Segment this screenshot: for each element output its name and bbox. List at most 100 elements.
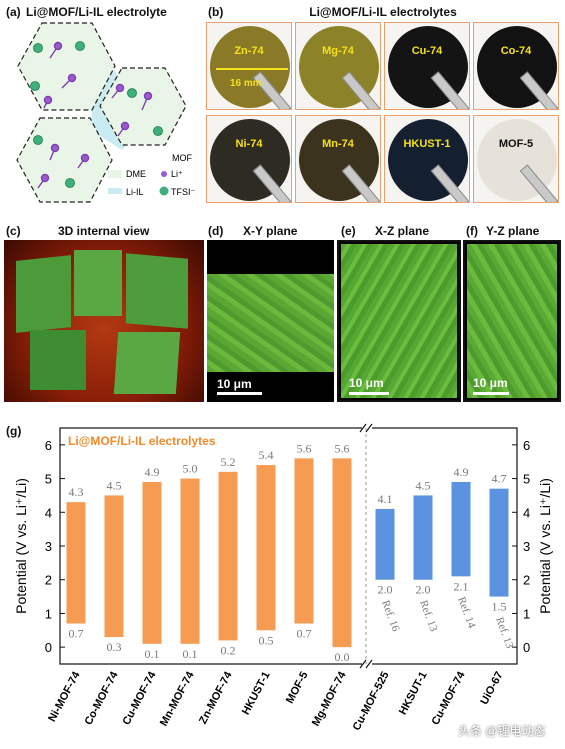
bar-low-label: 2.0 <box>416 583 431 597</box>
bar-cu-mof-74 <box>142 481 162 644</box>
xz-slice <box>341 244 457 398</box>
bar-high-label: 5.4 <box>259 448 274 462</box>
cube-face <box>126 253 188 329</box>
bar-high-label: 5.6 <box>335 441 350 455</box>
x-category-label: Cu-MOF-74 <box>430 669 469 727</box>
x-category-label: HKSUT-1 <box>397 670 430 717</box>
disc-label: Co-74 <box>500 45 532 57</box>
li-il-swatch <box>108 188 122 194</box>
x-category-label: Mn-MOF-74 <box>158 669 197 728</box>
chart-legend-text: Li@MOF/Li-IL electrolytes <box>68 434 216 448</box>
bar-high-label: 4.5 <box>107 478 122 492</box>
disc-label: HKUST-1 <box>403 138 451 150</box>
cube-face <box>30 330 86 390</box>
bar-high-label: 4.1 <box>378 492 393 506</box>
bar-hkust-1 <box>256 465 276 631</box>
xy-slice <box>207 274 334 372</box>
panel-e-title: X-Z plane <box>375 224 430 238</box>
legend-li-il: Li-IL <box>126 187 144 197</box>
bar-low-label: 1.5 <box>492 600 507 614</box>
bar-high-label: 4.9 <box>145 465 160 479</box>
panel-e-label: (e) <box>341 224 356 238</box>
panel-b-title: Li@MOF/Li-IL electrolytes <box>309 5 457 19</box>
disc-tile-mof-5: MOF-5 <box>473 115 559 203</box>
legend-li: Li⁺ <box>171 169 183 179</box>
x-category-label: HKUST-1 <box>240 670 273 717</box>
bar-ni-mof-74 <box>66 502 86 624</box>
panel-a-title: Li@MOF/Li-IL electrolyte <box>26 5 167 19</box>
panel-d-label: (d) <box>208 224 224 238</box>
bar-high-label: 5.2 <box>221 455 236 469</box>
axis-break-mask <box>362 424 372 432</box>
y-tick-label-left: 6 <box>45 438 52 453</box>
panel-g-label: (g) <box>6 424 22 438</box>
axis-break-mark <box>365 659 373 669</box>
legend-mof: MOF <box>172 153 192 163</box>
panel-f-label: (f) <box>466 224 478 238</box>
x-category-label: MOF-5 <box>284 670 311 706</box>
bar-high-label: 4.5 <box>416 478 431 492</box>
potential-window-chart: 0 0 1 1 2 2 3 3 4 4 5 5 6 6 Potential (V vs. Li⁺/Li) Po… <box>13 423 553 733</box>
bar-cu-mof-74 <box>451 481 471 577</box>
axis-break-mark <box>365 423 373 433</box>
disc-tile-mg-74: Mg-74 <box>295 22 381 110</box>
bar-low-label: 0.7 <box>297 627 312 641</box>
disc-label: Mg-74 <box>322 45 354 57</box>
bar-zn-mof-74 <box>218 471 238 641</box>
mof-hexagon <box>17 22 116 111</box>
disc-label: Mn-74 <box>322 138 354 150</box>
tfsi-anions <box>30 41 163 188</box>
bar-mof-5 <box>294 458 314 624</box>
bar-hksut-1 <box>413 495 433 580</box>
xz-scale-label: 10 μm <box>349 376 384 390</box>
bar-low-label: 2.0 <box>378 583 393 597</box>
y-axis-label-left: Potential (V vs. Li⁺/Li) <box>13 478 29 614</box>
yz-scale-label: 10 μm <box>473 376 508 390</box>
y-tick-label-right: 1 <box>523 606 530 621</box>
y-tick-label-left: 5 <box>45 472 52 487</box>
disc-label: Ni-74 <box>235 138 263 150</box>
bar-ref-label: Ref. 16 <box>379 599 402 634</box>
disc-tile-cu-74: Cu-74 <box>384 22 470 110</box>
y-tick-label-right: 5 <box>523 472 530 487</box>
panel-a-schematic: DME Li-IL Li⁺ TFSI⁻ MOF <box>16 22 195 203</box>
bar-uio-67 <box>489 488 509 597</box>
bar-mn-mof-74 <box>180 478 200 644</box>
bar-cu-mof-525 <box>375 508 395 580</box>
disc-label: Zn-74 <box>234 45 264 57</box>
y-tick-label-right: 0 <box>523 640 530 655</box>
y-tick-label-left: 0 <box>45 640 52 655</box>
x-category-label: Cu-MOF-74 <box>121 669 160 727</box>
bar-low-label: 0.1 <box>145 647 160 661</box>
y-tick-label-right: 2 <box>523 573 530 588</box>
bar-low-label: 2.1 <box>454 579 469 593</box>
bar-mg-mof-74 <box>332 458 352 648</box>
disc-size-label: 16 mm <box>230 78 262 89</box>
li-ions <box>37 41 153 189</box>
bar-high-label: 4.9 <box>454 465 469 479</box>
disc-label: Cu-74 <box>411 45 443 57</box>
li-legend-icon <box>161 171 167 177</box>
bar-high-label: 4.7 <box>492 472 507 486</box>
yz-plane-image: 10 μm <box>463 240 561 402</box>
xz-plane-image: 10 μm <box>337 240 461 402</box>
axis-break-mask <box>362 660 372 668</box>
disc-tile-ni-74: Ni-74 <box>206 115 292 203</box>
bar-low-label: 0.2 <box>221 643 236 657</box>
y-tick-label-right: 6 <box>523 438 530 453</box>
legend-tfsi: TFSI⁻ <box>171 187 195 197</box>
panel-c-label: (c) <box>6 224 21 238</box>
x-category-label: Zn-MOF-74 <box>197 669 235 726</box>
legend-dme: DME <box>126 169 146 179</box>
panel-b-label: (b) <box>208 5 224 19</box>
y-tick-label-right: 4 <box>523 505 530 520</box>
bar-ref-label: Ref. 14 <box>455 595 478 630</box>
size-arrow <box>216 68 288 70</box>
bar-co-mof-74 <box>104 495 124 638</box>
watermark: 头条 @锂电动态 <box>458 724 546 738</box>
xy-scale-label: 10 μm <box>217 377 252 391</box>
panel-a-label: (a) <box>6 5 21 19</box>
bar-ref-label: Ref. 13 <box>417 599 440 634</box>
y-tick-label-left: 3 <box>45 539 52 554</box>
bar-low-label: 0.0 <box>335 650 350 664</box>
